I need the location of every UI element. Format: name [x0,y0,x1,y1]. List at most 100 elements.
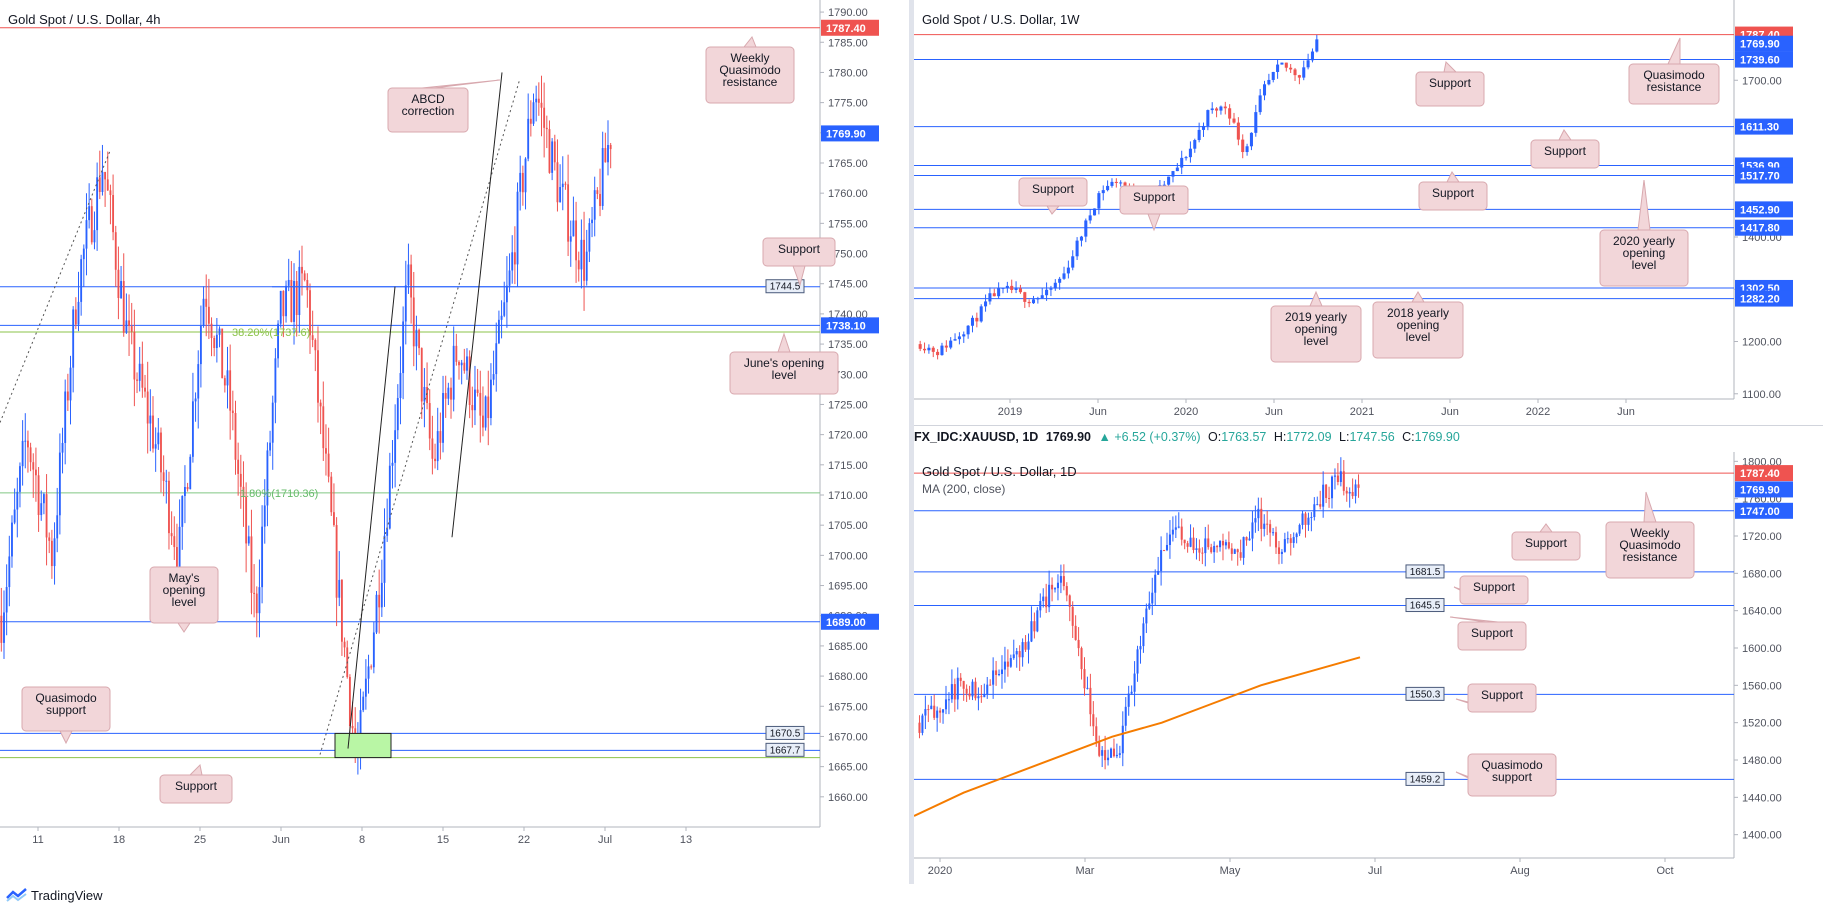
candle-body [1031,299,1036,304]
candle-body [1260,508,1263,529]
tradingview-logo[interactable]: TradingView [6,888,103,903]
candle-body [1298,524,1301,534]
time-tick-label: 2020 [1174,406,1198,418]
price-tick-label: 1720.00 [828,430,868,442]
candle-body [1115,754,1118,757]
chart-1w-panel[interactable]: 1100.001200.001300.001400.001700.002019J… [914,0,1823,425]
candle-body [1276,64,1280,72]
axis-price-label-bg [1735,502,1793,519]
candle-body [1215,108,1219,111]
candle-body [1197,129,1201,141]
axis-price-label-bg [821,19,879,36]
candle-body [1095,726,1098,742]
candle-body [1339,471,1342,483]
callout-d-support-1681-box [1459,575,1529,605]
candle-body [516,191,519,265]
time-tick-label: Jun [1089,406,1107,418]
candle-body [1124,706,1127,726]
candle-body [950,684,953,700]
candle-body [1171,171,1175,177]
chart-1d-panel[interactable]: 1400.00 1440.00 1480.00 1520.00 1560.00 1600.… [914,452,1823,884]
candle-body [1167,176,1171,185]
chart-4h-panel[interactable]: 1660.00 1665.00 1670.00 1675.00 1680.00 1685.… [0,0,909,884]
candle-body [1101,190,1105,194]
candle-body [1157,570,1160,575]
callout-w-support-1517: Support [1018,177,1088,215]
candle-body [160,432,162,473]
candle-body [226,370,229,386]
price-tick-label: 1680.00 [1742,568,1782,580]
candle-body [176,547,178,569]
candle-body [1014,288,1018,290]
chart-1w-svg[interactable]: 1100.001200.001300.001400.001700.002019J… [914,0,1823,425]
candle-body [1310,517,1313,519]
candle-body [1005,285,1009,288]
callout-d-support-1550-box [1467,683,1537,713]
callout-weekly-qm-box [705,46,795,104]
candle-body [319,402,322,407]
candle-body [599,193,601,206]
candle-body [250,536,253,593]
candle-body [1315,39,1319,52]
candle-body [322,406,325,449]
candle-body [122,281,125,333]
ohlc-symbol: FX_IDC:XAUUSD, 1D [914,430,1039,444]
candle-body [391,462,394,466]
candle-body [428,403,431,439]
candle-body [231,410,234,414]
candle-body [1154,574,1157,593]
candle-body [362,696,365,711]
candle-body [1295,533,1298,538]
price-tick-label: 1735.00 [828,339,868,351]
candle-body [229,370,232,411]
candle-body [1151,592,1154,604]
callout-may-open-text: opening [163,583,206,597]
axis-price-label-bg [821,125,879,142]
candle-body [1354,484,1357,497]
candle-body [962,680,965,689]
candle-body [1328,497,1331,499]
candle-body [559,187,562,203]
candle-body [128,320,130,327]
candle-body [418,329,421,349]
candle-body [255,593,258,614]
price-tick-label: 1560.00 [1742,680,1782,692]
chart-1d-svg[interactable]: 1400.00 1440.00 1480.00 1520.00 1560.00 1600.… [914,452,1823,884]
candle-body [489,379,492,419]
price-tick-label: 1700.00 [1742,75,1782,87]
candle-body [543,107,546,128]
candle-body [1045,596,1048,608]
callout-d-qm-support-text: support [1492,770,1533,784]
axis-price-label-3: 1689.00 [821,613,879,630]
candle-body [1106,185,1110,191]
value-box-1667: 1667.7 [765,742,805,757]
candle-body [569,236,572,242]
candle-body [215,334,218,349]
price-tick-label: 1675.00 [828,701,868,713]
candle-body [287,279,290,286]
candle-body [32,462,35,470]
candle-body [3,612,5,643]
chart-4h-svg[interactable]: 1660.00 1665.00 1670.00 1675.00 1680.00 1685.… [0,0,909,884]
candle-body [1033,621,1036,632]
candle-body [540,102,543,108]
candle-body [117,269,120,299]
callout-qm-support-text: Quasimodo [35,691,97,705]
value-box-1744-bg [765,279,805,294]
candle-body [293,281,295,322]
axis-price-label-text: 1517.70 [1740,171,1780,183]
candle-body [386,528,389,536]
candle-body [1219,540,1222,548]
candle-body [1228,108,1232,119]
candle-body [1206,110,1210,126]
price-tick-label: 1100.00 [1742,389,1781,401]
trend-channel-left [0,150,111,423]
candle-body [974,681,977,699]
candle-body [1089,687,1092,715]
candle-body [529,118,532,124]
callout-w-support-1611-text: Support [1544,144,1587,158]
candle-body [1092,714,1095,727]
candle-body [468,356,471,405]
value-box-1550: 1550.3 [1405,686,1445,701]
